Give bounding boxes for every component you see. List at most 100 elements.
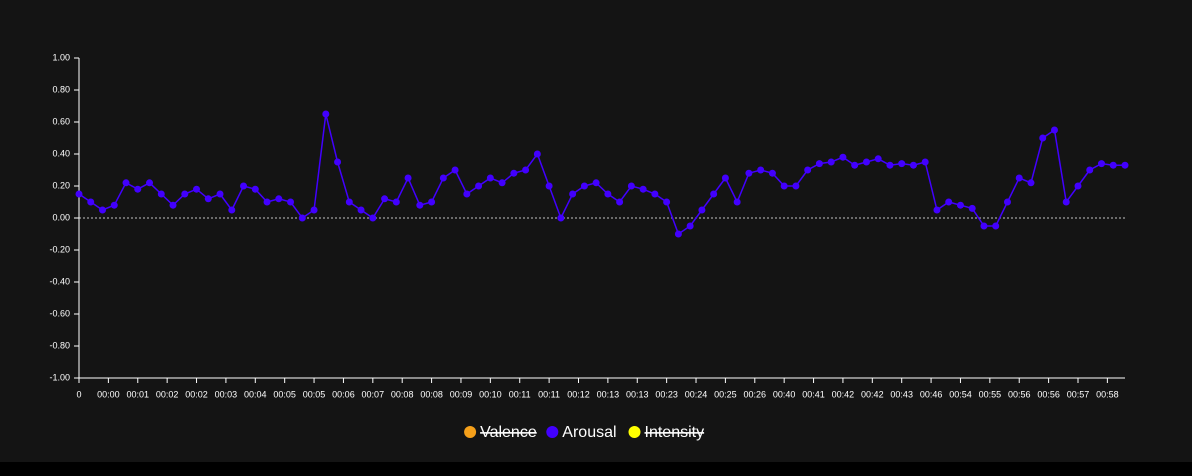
data-point — [369, 214, 377, 222]
data-point — [651, 190, 659, 198]
data-point — [1086, 166, 1094, 174]
data-point — [322, 110, 330, 118]
data-point — [522, 166, 530, 174]
data-point — [686, 222, 694, 230]
data-point — [921, 158, 929, 166]
data-point — [193, 185, 201, 193]
x-tick-label: 00:08 — [391, 389, 414, 399]
x-tick-label: 00:12 — [567, 389, 590, 399]
legend-label[interactable]: Valence — [480, 424, 537, 441]
legend-marker[interactable] — [464, 426, 477, 438]
x-tick-label: 00:02 — [156, 389, 179, 399]
x-tick-label: 00:23 — [655, 389, 678, 399]
y-tick-label: -0.40 — [49, 276, 70, 286]
y-tick-label: 0.00 — [52, 212, 70, 222]
data-point — [1121, 161, 1129, 169]
legend-marker[interactable] — [628, 426, 641, 438]
x-tick-label: 00:56 — [1037, 389, 1060, 399]
data-point — [122, 179, 130, 187]
data-point — [475, 182, 483, 190]
x-tick-label: 00:10 — [479, 389, 502, 399]
x-tick-label: 00:11 — [509, 389, 531, 399]
x-tick-label: 00:09 — [450, 389, 473, 399]
data-point — [157, 190, 165, 198]
x-tick-label: 00:05 — [303, 389, 326, 399]
data-point — [745, 169, 753, 177]
data-point — [357, 206, 365, 214]
x-tick-label: 00:06 — [332, 389, 355, 399]
data-point — [792, 182, 800, 190]
data-point — [992, 222, 1000, 230]
legend-label[interactable]: Intensity — [645, 424, 705, 441]
data-point — [674, 230, 682, 238]
data-point — [909, 161, 917, 169]
data-point — [287, 198, 295, 206]
data-point — [1050, 126, 1058, 134]
data-point — [592, 179, 600, 187]
x-tick-label: 00:03 — [215, 389, 238, 399]
x-tick-label: 00:41 — [802, 389, 825, 399]
data-point — [381, 195, 389, 203]
x-tick-label: 00:08 — [420, 389, 443, 399]
legend-label[interactable]: Arousal — [562, 424, 616, 441]
data-point — [181, 190, 189, 198]
data-point — [804, 166, 812, 174]
data-point — [99, 206, 107, 214]
data-point — [486, 174, 494, 182]
data-point — [827, 158, 835, 166]
data-point — [780, 182, 788, 190]
data-point — [392, 198, 400, 206]
y-tick-label: 1.00 — [52, 52, 70, 62]
x-tick-label: 00:54 — [949, 389, 972, 399]
data-point — [228, 206, 236, 214]
data-point — [451, 166, 459, 174]
data-point — [557, 214, 565, 222]
y-tick-label: 0.80 — [52, 84, 70, 94]
data-point — [1097, 160, 1105, 168]
data-point — [416, 201, 424, 209]
x-tick-label: 00:00 — [97, 389, 120, 399]
x-tick-label: 00:55 — [979, 389, 1002, 399]
data-point — [110, 201, 118, 209]
data-point — [545, 182, 553, 190]
data-point — [663, 198, 671, 206]
data-point — [956, 201, 964, 209]
legend-marker[interactable] — [546, 426, 559, 438]
data-point — [874, 155, 882, 163]
x-tick-label: 00:24 — [685, 389, 708, 399]
data-point — [1062, 198, 1070, 206]
data-point — [616, 198, 624, 206]
data-point — [533, 150, 541, 158]
y-tick-label: 0.40 — [52, 148, 70, 158]
x-tick-label: 00:13 — [626, 389, 649, 399]
data-point — [251, 185, 259, 193]
data-point — [721, 174, 729, 182]
data-point — [134, 185, 142, 193]
x-tick-label: 00:07 — [362, 389, 385, 399]
data-point — [639, 185, 647, 193]
x-tick-label: 00:42 — [861, 389, 884, 399]
y-tick-label: -0.60 — [49, 308, 70, 318]
data-point — [968, 204, 976, 212]
x-tick-label: 00:57 — [1067, 389, 1090, 399]
y-tick-label: 0.20 — [52, 180, 70, 190]
x-tick-label: 00:04 — [244, 389, 267, 399]
data-point — [1015, 174, 1023, 182]
data-point — [580, 182, 588, 190]
data-point — [1039, 134, 1047, 142]
data-point — [933, 206, 941, 214]
data-point — [839, 153, 847, 161]
data-point — [851, 161, 859, 169]
data-point — [898, 160, 906, 168]
y-tick-label: -1.00 — [49, 372, 70, 382]
data-point — [310, 206, 318, 214]
x-tick-label: 0 — [76, 389, 81, 399]
data-point — [1109, 161, 1117, 169]
data-point — [768, 169, 776, 177]
data-point — [334, 158, 342, 166]
data-point — [498, 179, 506, 187]
data-point — [298, 214, 306, 222]
data-point — [945, 198, 953, 206]
x-tick-label: 00:40 — [773, 389, 796, 399]
x-tick-label: 00:13 — [597, 389, 620, 399]
